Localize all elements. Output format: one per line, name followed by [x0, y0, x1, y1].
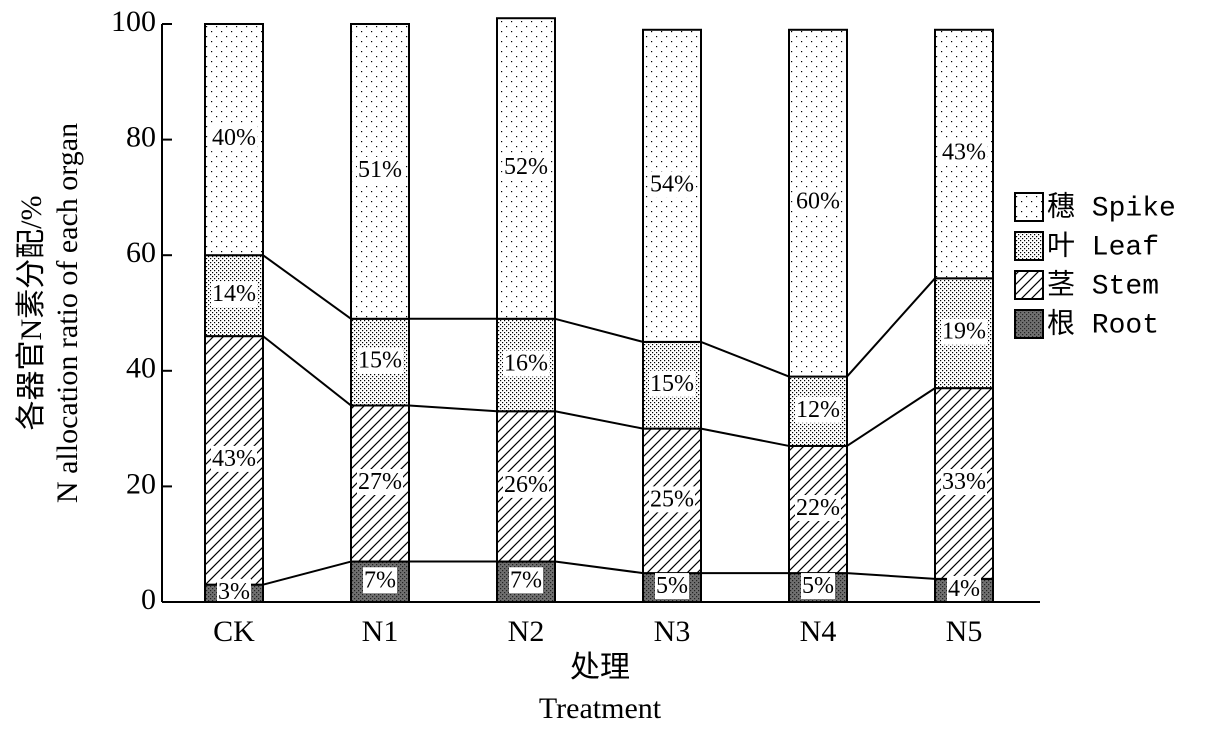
connector [846, 277, 936, 378]
value-label: 25% [650, 486, 694, 512]
value-label-bg [357, 469, 403, 496]
connector [408, 404, 498, 413]
legend-label: 茎 Stem [1047, 268, 1159, 302]
value-label: 43% [212, 446, 256, 472]
y-tick-label: 60 [126, 236, 156, 269]
value-label: 60% [796, 189, 840, 215]
value-label-bg [795, 396, 841, 423]
value-label: 5% [656, 573, 688, 599]
value-label: 22% [796, 495, 840, 521]
connector [262, 254, 352, 320]
connector [554, 560, 644, 575]
value-label: 15% [650, 371, 694, 397]
value-label-bg [655, 573, 689, 600]
y-axis-title: N allocation ratio of each organ [51, 123, 84, 503]
x-tick-label: N5 [946, 615, 983, 648]
value-label-bg [217, 578, 251, 605]
value-label-bg [801, 573, 835, 600]
value-label: 52% [504, 154, 548, 180]
legend-swatch [1014, 192, 1044, 222]
y-tick-label: 80 [126, 120, 156, 153]
connector [700, 427, 790, 447]
y-axis-title: 各器官N素分配/% [15, 196, 48, 431]
value-label-bg [509, 567, 543, 594]
value-label: 5% [802, 573, 834, 599]
y-tick-label: 20 [126, 467, 156, 500]
value-label-bg [941, 318, 987, 345]
value-label: 33% [942, 469, 986, 495]
value-label-bg [357, 156, 403, 183]
value-label: 14% [212, 281, 256, 307]
value-label: 12% [796, 397, 840, 423]
value-label-bg [795, 188, 841, 215]
value-label-bg [357, 347, 403, 374]
value-label-bg [503, 350, 549, 377]
legend-swatch [1014, 231, 1044, 261]
value-label: 27% [358, 469, 402, 495]
value-label-bg [211, 125, 257, 152]
value-label-bg [941, 139, 987, 166]
legend-label: 叶 Leaf [1047, 230, 1159, 263]
value-label-bg [941, 469, 987, 496]
x-tick-label: N3 [654, 615, 691, 648]
connector [554, 410, 644, 430]
value-label-bg [795, 495, 841, 522]
value-label: 16% [504, 351, 548, 377]
connector [700, 340, 790, 378]
value-label: 3% [218, 579, 250, 605]
legend-swatch [1014, 270, 1044, 300]
x-axis-title: 处理 [570, 651, 630, 684]
connector [262, 560, 352, 586]
y-tick-label: 100 [111, 5, 156, 38]
x-axis-title: Treatment [539, 692, 662, 725]
value-label: 26% [504, 472, 548, 498]
value-label-bg [211, 445, 257, 472]
x-tick-label: N4 [800, 615, 837, 648]
legend-swatch [1014, 309, 1044, 339]
value-label-bg [503, 154, 549, 181]
value-label-bg [649, 370, 695, 397]
value-label: 7% [510, 567, 542, 593]
legend-label: 穗 Spike [1047, 190, 1176, 224]
x-tick-label: N1 [362, 615, 399, 648]
value-label-bg [363, 567, 397, 594]
value-label: 51% [358, 157, 402, 183]
value-label-bg [649, 486, 695, 513]
connector [554, 317, 644, 343]
y-tick-label: 0 [141, 583, 156, 616]
legend-label: 根 Root [1047, 307, 1159, 341]
value-label: 4% [948, 576, 980, 602]
value-label-bg [211, 281, 257, 308]
value-label: 54% [650, 171, 694, 197]
value-label: 15% [358, 348, 402, 374]
value-label-bg [503, 471, 549, 498]
value-label: 40% [212, 125, 256, 151]
value-label: 43% [942, 140, 986, 166]
value-label: 19% [942, 319, 986, 345]
value-label-bg [947, 575, 981, 602]
y-tick-label: 40 [126, 352, 156, 385]
connector [846, 387, 936, 447]
value-label: 7% [364, 567, 396, 593]
x-tick-label: CK [213, 615, 255, 648]
connector [846, 572, 936, 580]
x-tick-label: N2 [508, 615, 545, 648]
connector [262, 335, 352, 407]
value-label-bg [649, 171, 695, 198]
